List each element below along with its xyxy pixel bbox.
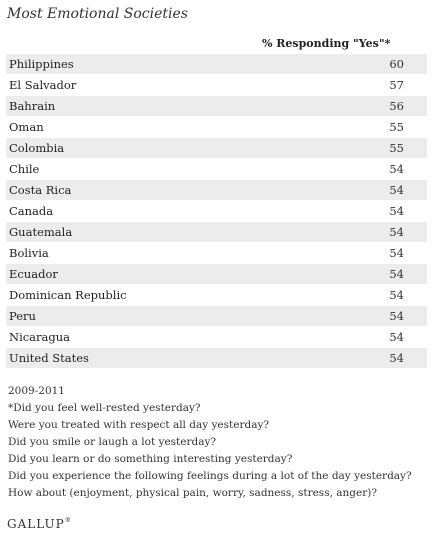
country-label: Costa Rica <box>9 183 72 197</box>
table-row: Oman 55 <box>6 117 427 138</box>
table-row: Ecuador 54 <box>6 264 427 285</box>
value-label: 55 <box>389 120 404 134</box>
value-label: 54 <box>389 267 404 281</box>
table-row: Colombia 55 <box>6 138 427 159</box>
footnote-years: 2009-2011 <box>8 385 65 397</box>
table-row: Bolivia 54 <box>6 243 427 264</box>
country-label: Ecuador <box>9 267 58 281</box>
table-row: Philippines 60 <box>6 54 427 75</box>
table-row: United States 54 <box>6 348 427 369</box>
gallup-logo-text: GALLUP <box>7 517 65 531</box>
value-label: 54 <box>389 288 404 302</box>
country-label: Guatemala <box>9 225 73 239</box>
value-label: 54 <box>389 309 404 323</box>
value-label: 60 <box>389 57 404 71</box>
value-label: 55 <box>389 141 404 155</box>
footnote-line: How about (enjoyment, physical pain, wor… <box>8 487 377 499</box>
value-label: 54 <box>389 204 404 218</box>
country-label: Philippines <box>9 57 74 71</box>
footnote-line: *Did you feel well-rested yesterday? <box>8 402 201 414</box>
footnote-questions: *Did you feel well-rested yesterday? Were… <box>8 400 412 502</box>
table-row: Guatemala 54 <box>6 222 427 243</box>
country-label: Dominican Republic <box>9 288 127 302</box>
value-label: 56 <box>389 99 404 113</box>
table-row: Dominican Republic 54 <box>6 285 427 306</box>
value-label: 54 <box>389 330 404 344</box>
value-label: 54 <box>389 351 404 365</box>
column-header: % Responding "Yes"* <box>262 37 391 50</box>
country-label: Colombia <box>9 141 65 155</box>
value-label: 57 <box>389 78 404 92</box>
country-label: Bahrain <box>9 99 56 113</box>
country-label: El Salvador <box>9 78 77 92</box>
country-label: United States <box>9 351 89 365</box>
country-label: Peru <box>9 309 36 323</box>
footnote-line: Did you smile or laugh a lot yesterday? <box>8 436 217 448</box>
value-label: 54 <box>389 183 404 197</box>
value-label: 54 <box>389 225 404 239</box>
table-row: Nicaragua 54 <box>6 327 427 348</box>
footnote-line: Were you treated with respect all day ye… <box>8 419 270 431</box>
country-label: Oman <box>9 120 44 134</box>
table-row: Peru 54 <box>6 306 427 327</box>
table-row: Bahrain 56 <box>6 96 427 117</box>
table-row: Canada 54 <box>6 201 427 222</box>
chart-title: Most Emotional Societies <box>7 6 188 22</box>
footnotes: 2009-2011 *Did you feel well-rested yest… <box>8 383 412 502</box>
country-label: Canada <box>9 204 54 218</box>
footnote-line: Did you experience the following feeling… <box>8 470 412 482</box>
footnote-line: Did you learn or do something interestin… <box>8 453 293 465</box>
country-label: Nicaragua <box>9 330 71 344</box>
country-label: Chile <box>9 162 40 176</box>
country-label: Bolivia <box>9 246 49 260</box>
value-label: 54 <box>389 162 404 176</box>
table-row: Costa Rica 54 <box>6 180 427 201</box>
value-label: 54 <box>389 246 404 260</box>
table-row: El Salvador 57 <box>6 75 427 96</box>
data-table: Philippines 60 El Salvador 57 Bahrain 56 Oman 5… <box>6 54 427 369</box>
table-row: Chile 54 <box>6 159 427 180</box>
registered-mark: ® <box>64 517 71 524</box>
gallup-logo: GALLUP® <box>7 517 71 531</box>
